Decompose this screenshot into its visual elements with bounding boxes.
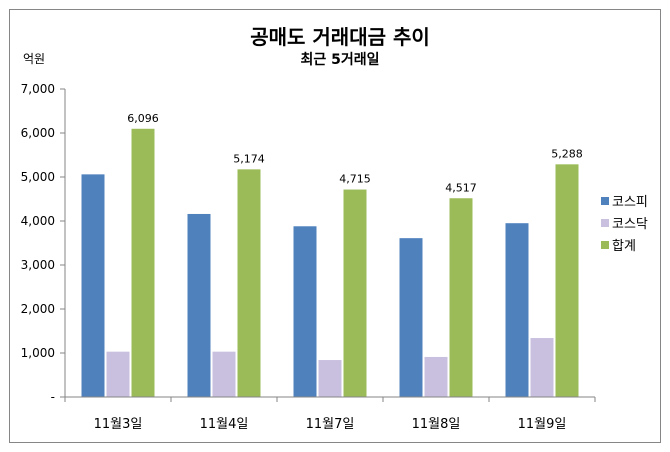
y-tick-label: 3,000 <box>21 258 55 272</box>
bar <box>237 169 261 397</box>
legend-label: 코스닥 <box>612 217 648 232</box>
bar <box>343 189 367 397</box>
bar <box>449 198 473 397</box>
bar <box>106 351 130 397</box>
data-label: 4,715 <box>339 173 371 186</box>
x-axis-labels: 11월3일 11월4일 11월7일 11월8일 11월9일 <box>94 417 567 432</box>
x-tick-label: 11월9일 <box>518 417 567 432</box>
chart-title: 공매도 거래대금 추이 <box>250 25 430 49</box>
legend-swatch <box>601 197 609 205</box>
x-tick-label: 11월3일 <box>94 417 143 432</box>
chart-subtitle: 최근 5거래일 <box>300 52 379 68</box>
data-label: 5,288 <box>551 147 583 160</box>
y-tick-label: 6,000 <box>21 126 55 140</box>
y-tick-label: 7,000 <box>21 82 55 96</box>
legend-swatch <box>601 241 609 249</box>
bar <box>530 338 554 397</box>
x-tick-label: 11월4일 <box>200 417 249 432</box>
x-tick-label: 11월7일 <box>306 417 355 432</box>
bar <box>555 164 579 397</box>
data-label: 6,096 <box>127 112 159 125</box>
legend-swatch <box>601 219 609 227</box>
x-tick-label: 11월8일 <box>412 417 461 432</box>
bar <box>81 174 105 397</box>
y-tick-label: 5,000 <box>21 170 55 184</box>
data-label: 5,174 <box>233 152 265 165</box>
data-labels-group: 6,096 5,174 4,715 4,517 5,288 <box>127 112 583 194</box>
legend-label: 합계 <box>612 239 636 254</box>
y-tick-label: 1,000 <box>21 346 55 360</box>
y-tick-label: 4,000 <box>21 214 55 228</box>
y-axis-ticks: - 1,000 2,000 3,000 4,000 5,000 6,000 7,000 <box>21 82 65 404</box>
bar <box>424 356 448 397</box>
bar <box>318 360 342 397</box>
bar <box>131 128 155 397</box>
bar <box>505 223 529 397</box>
y-tick-label: - <box>51 390 55 404</box>
bar <box>293 226 317 397</box>
bar <box>212 351 236 397</box>
bar <box>187 213 211 397</box>
bars-group <box>81 128 579 397</box>
y-axis-unit-label: 억원 <box>23 52 45 66</box>
axes-group <box>64 89 596 402</box>
legend-label: 코스피 <box>612 195 648 210</box>
bar <box>399 238 423 397</box>
data-label: 4,517 <box>445 181 477 194</box>
y-tick-label: 2,000 <box>21 302 55 316</box>
